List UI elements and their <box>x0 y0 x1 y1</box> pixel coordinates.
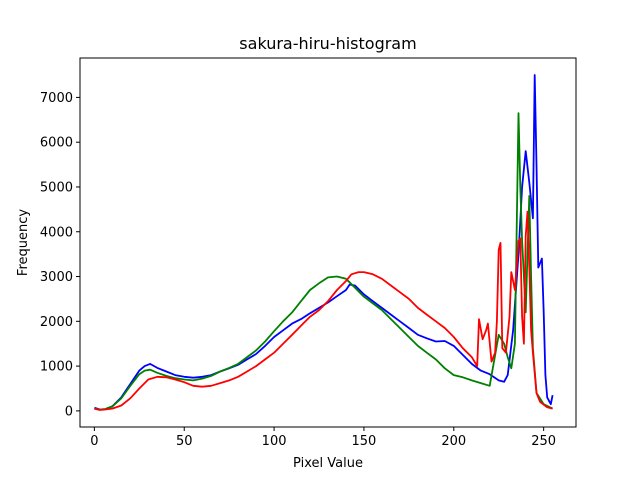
y-tick-label: 4000 <box>40 225 73 240</box>
x-tick-label: 250 <box>531 434 556 449</box>
y-axis-ticks: 0 1000 2000 3000 4000 5000 6000 7000 <box>40 91 80 419</box>
plot-frame <box>79 57 577 428</box>
y-tick-label: 5000 <box>40 180 73 195</box>
y-tick-label: 7000 <box>40 91 73 106</box>
x-tick-label: 50 <box>176 434 193 449</box>
y-tick-label: 0 <box>65 404 73 419</box>
x-tick-label: 100 <box>262 434 287 449</box>
x-axis-label: Pixel Value <box>293 456 363 471</box>
x-tick-label: 150 <box>352 434 377 449</box>
y-tick-label: 1000 <box>40 360 73 375</box>
y-tick-label: 3000 <box>40 270 73 285</box>
blue-channel-line <box>94 74 554 411</box>
green-channel-line <box>94 112 553 411</box>
y-tick-label: 2000 <box>40 315 73 330</box>
red-channel-line <box>94 210 553 411</box>
x-axis-ticks: 0 50 100 150 200 250 <box>90 427 556 449</box>
x-tick-label: 0 <box>90 434 98 449</box>
y-tick-label: 6000 <box>40 136 73 151</box>
chart-title: sakura-hiru-histogram <box>239 34 416 53</box>
x-tick-label: 200 <box>441 434 466 449</box>
plot-area <box>94 74 554 411</box>
y-axis-label: Frequency <box>16 209 31 276</box>
